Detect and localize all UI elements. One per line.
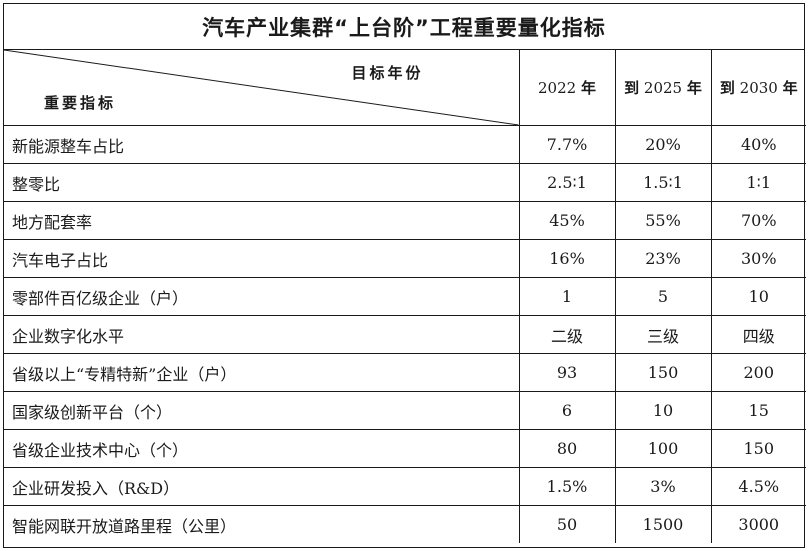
table-row: 企业数字化水平 二级 三级 四级 [4,315,806,354]
indicator-value-2030: 10 [710,277,806,316]
year-prefix: 到 [719,79,735,97]
indicator-value-2030: 4.5% [710,467,806,506]
indicator-value-2025: 1.5∶1 [614,163,712,202]
indicator-name: 企业数字化水平 [4,315,520,354]
table-row: 省级以上“专精特新”企业（户） 93 150 200 [4,353,806,392]
indicator-value-2030: 30% [710,239,806,278]
indicator-name: 智能网联开放道路里程（公里） [4,505,520,543]
indicator-value-2025: 10 [614,391,712,430]
indicator-value-2025: 150 [614,353,712,392]
diagonal-line [4,50,519,125]
indicator-value-2025: 23% [614,239,712,278]
key-indicator-label: 重要指标 [44,94,117,112]
indicator-value-2022: 45% [518,201,616,240]
indicator-name: 地方配套率 [4,201,520,240]
year-header-2025: 到 2025 年 [614,50,712,126]
indicator-table: 目标年份 重要指标 2022 年 到 2025 年 到 2030 年 新能源整车… [4,50,806,543]
year-header-2022: 2022 年 [518,50,616,126]
indicator-value-2022: 2.5∶1 [518,163,616,202]
table-row: 新能源整车占比 7.7% 20% 40% [4,125,806,164]
indicator-name: 汽车电子占比 [4,239,520,278]
indicator-value-2025: 55% [614,201,712,240]
indicator-value-2022: 二级 [518,315,616,354]
table-title: 汽车产业集群“上台阶”工程重要量化指标 [4,4,804,50]
indicator-value-2030: 70% [710,201,806,240]
indicator-name: 整零比 [4,163,520,202]
target-year-label: 目标年份 [351,64,424,82]
indicator-value-2030: 1∶1 [710,163,806,202]
indicator-value-2022: 50 [518,505,616,543]
table-row: 汽车电子占比 16% 23% 30% [4,239,806,278]
year-value: 2025 [643,79,683,97]
indicator-value-2030: 200 [710,353,806,392]
indicator-value-2030: 15 [710,391,806,430]
indicator-value-2025: 3% [614,467,712,506]
indicator-value-2025: 三级 [614,315,712,354]
year-value: 2022 [538,79,577,97]
indicator-value-2022: 1 [518,277,616,316]
indicator-name: 省级以上“专精特新”企业（户） [4,353,520,392]
indicator-value-2022: 80 [518,429,616,468]
indicator-name: 企业研发投入（R&D） [4,467,520,506]
year-suffix: 年 [686,79,702,97]
indicator-value-2025: 1500 [614,505,712,543]
indicator-value-2030: 150 [710,429,806,468]
indicator-name: 省级企业技术中心（个） [4,429,520,468]
table-row: 地方配套率 45% 55% 70% [4,201,806,240]
indicator-value-2022: 16% [518,239,616,278]
indicator-value-2030: 40% [710,125,806,164]
indicator-name: 国家级创新平台（个） [4,391,520,430]
indicator-value-2030: 四级 [710,315,806,354]
year-prefix: 到 [624,79,640,97]
indicator-value-2022: 93 [518,353,616,392]
year-value: 2030 [739,79,778,97]
indicator-value-2025: 20% [614,125,712,164]
indicator-value-2022: 1.5% [518,467,616,506]
table-row: 国家级创新平台（个） 6 10 15 [4,391,806,430]
year-suffix: 年 [782,79,798,97]
diagonal-header-cell: 目标年份 重要指标 [4,50,520,126]
indicator-value-2025: 100 [614,429,712,468]
indicator-name: 新能源整车占比 [4,125,520,164]
table-row: 智能网联开放道路里程（公里） 50 1500 3000 [4,505,806,543]
table-row: 零部件百亿级企业（户） 1 5 10 [4,277,806,316]
table-row: 企业研发投入（R&D） 1.5% 3% 4.5% [4,467,806,506]
indicator-name: 零部件百亿级企业（户） [4,277,520,316]
indicator-value-2025: 5 [614,277,712,316]
indicator-value-2030: 3000 [710,505,806,543]
indicator-value-2022: 7.7% [518,125,616,164]
table-row: 整零比 2.5∶1 1.5∶1 1∶1 [4,163,806,202]
indicator-value-2022: 6 [518,391,616,430]
year-suffix: 年 [580,79,596,97]
header-row: 目标年份 重要指标 2022 年 到 2025 年 到 2030 年 [4,50,806,126]
indicator-table-sheet: 汽车产业集群“上台阶”工程重要量化指标 目标年份 重要指标 2022 年 到 2… [3,3,806,548]
year-header-2030: 到 2030 年 [710,50,806,126]
table-row: 省级企业技术中心（个） 80 100 150 [4,429,806,468]
